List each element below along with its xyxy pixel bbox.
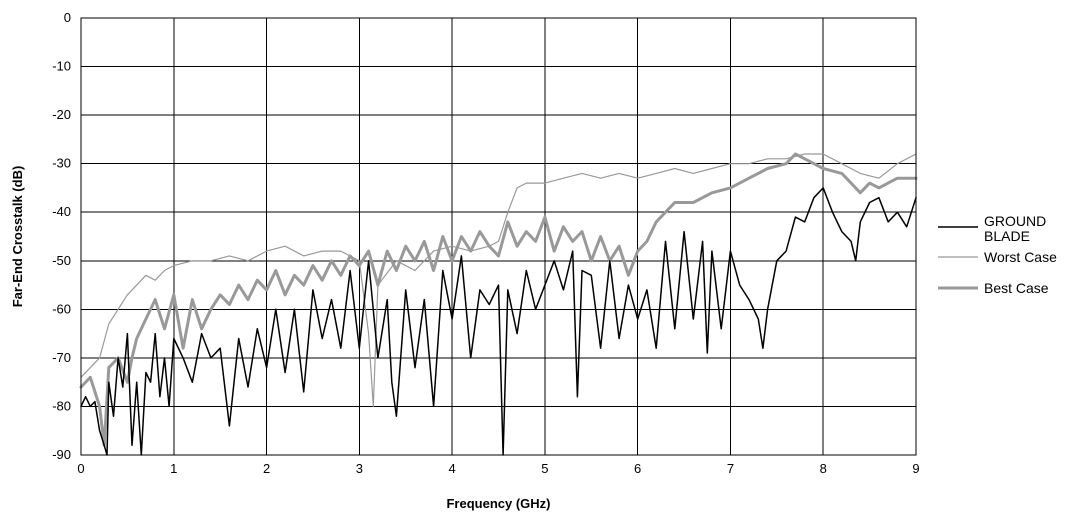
- x-tick-label: 0: [77, 461, 84, 476]
- y-axis-title: Far-End Crosstalk (dB): [10, 166, 25, 308]
- y-tick-label: 0: [64, 10, 71, 25]
- legend-label: Worst Case: [984, 249, 1057, 265]
- x-tick-label: 9: [912, 461, 919, 476]
- series-line-ground-blade: [80, 187, 917, 456]
- y-tick-label: -30: [52, 156, 71, 171]
- legend-label: Best Case: [984, 280, 1049, 296]
- x-tick-label: 8: [820, 461, 827, 476]
- legend: GROUND BLADE Worst Case Best Case: [938, 213, 1057, 296]
- plot-frame: [80, 17, 917, 456]
- x-axis-title: Frequency (GHz): [446, 496, 550, 511]
- x-tick-label: 3: [356, 461, 363, 476]
- y-tick-label: -10: [52, 59, 71, 74]
- y-tick-label: -80: [52, 398, 71, 413]
- y-tick-label: -40: [52, 204, 71, 219]
- y-tick-label: -60: [52, 301, 71, 316]
- x-tick-label: 5: [541, 461, 548, 476]
- x-tick-label: 6: [634, 461, 641, 476]
- x-tick-label: 2: [263, 461, 270, 476]
- y-tick-label: -20: [52, 107, 71, 122]
- y-tick-label: -50: [52, 253, 71, 268]
- legend-label: GROUND BLADE: [984, 213, 1046, 244]
- y-tick-label: -90: [52, 447, 71, 462]
- series-line-best-case: [79, 152, 918, 447]
- x-tick-label: 1: [170, 461, 177, 476]
- y-tick-label: -70: [52, 350, 71, 365]
- y-tick-labels: 0 -10 -20 -30 -40 -50 -60 -70 -80 -90: [52, 10, 71, 462]
- series-lines: [79, 152, 918, 456]
- x-tick-labels: 0 1 2 3 4 5 6 7 8 9: [77, 461, 919, 476]
- x-tick-label: 7: [727, 461, 734, 476]
- series-line-worst-case: [80, 153, 917, 407]
- x-tick-label: 4: [448, 461, 455, 476]
